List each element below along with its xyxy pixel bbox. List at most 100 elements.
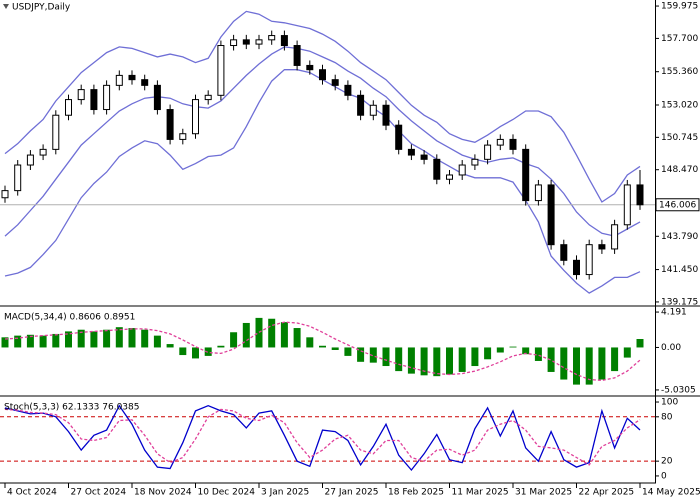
x-tick-label: 3 Jan 2025	[261, 488, 309, 498]
x-tick-label: 18 Feb 2025	[388, 488, 444, 498]
macd-bar	[433, 347, 441, 377]
macd-bar	[26, 334, 34, 348]
candle-body	[153, 84, 161, 111]
macd-bar	[446, 347, 453, 375]
macd-bar	[217, 345, 225, 348]
candle-body	[268, 35, 276, 41]
y-tick-label: 20	[661, 457, 673, 467]
macd-bar	[471, 347, 479, 367]
macd-bar	[230, 332, 238, 348]
candle-body	[319, 69, 326, 81]
macd-bar	[319, 345, 326, 348]
last-price-label: 146.006	[659, 200, 696, 210]
macd-bar	[534, 347, 542, 361]
candle-body	[255, 39, 263, 45]
macd-bar	[357, 347, 365, 362]
macd-bar	[192, 347, 199, 359]
y-tick-label: 157.700	[661, 34, 698, 44]
candle-body	[306, 64, 314, 71]
candle-body	[39, 148, 47, 156]
stoch-signal	[4, 408, 641, 466]
candle-body	[230, 39, 238, 47]
macd-bar	[458, 347, 466, 372]
candle-body	[293, 45, 301, 66]
macd-bar	[103, 329, 111, 348]
macd-bar	[369, 347, 377, 363]
y-tick-label: 141.450	[661, 265, 698, 275]
macd-bar	[585, 347, 593, 385]
macd-bar	[166, 344, 174, 348]
stoch-main	[4, 404, 641, 472]
macd-bar	[382, 347, 390, 367]
y-tick-label: 143.790	[661, 232, 698, 242]
candle-body	[141, 79, 149, 86]
macd-bar	[242, 322, 250, 348]
candle-body	[103, 84, 111, 111]
macd-bar	[77, 329, 85, 348]
candle-body	[65, 99, 72, 116]
macd-bar	[560, 347, 568, 380]
candle-body	[14, 164, 22, 192]
candle-body	[484, 144, 492, 160]
candle-body	[636, 184, 644, 206]
y-tick-label: 153.020	[661, 100, 698, 110]
y-tick-label: 139.175	[661, 297, 698, 307]
candle-body	[433, 158, 441, 180]
candle-body	[509, 138, 517, 150]
y-tick-label: -5.0305	[661, 385, 696, 395]
candle-body	[471, 158, 479, 166]
candle-body	[547, 184, 555, 246]
macd-bar	[65, 331, 72, 348]
symbol-icon	[3, 4, 9, 9]
candle-body	[623, 184, 631, 226]
candle-body	[331, 79, 339, 86]
candle-body	[458, 164, 466, 176]
candle-body	[344, 84, 352, 96]
candle-body	[242, 39, 250, 45]
macd-bar	[522, 347, 530, 355]
macd-bar	[611, 347, 619, 372]
candle-body	[585, 244, 593, 276]
y-tick-label: 150.745	[661, 133, 698, 143]
x-tick-label: 14 May 2025	[642, 488, 700, 498]
x-tick-label: 4 Oct 2024	[7, 488, 57, 498]
candle-body	[573, 259, 580, 276]
panel-title: Stoch(5,3,3) 62.1333 76.0385	[4, 403, 139, 413]
candle-body	[382, 104, 390, 126]
x-tick-label: 11 Mar 2025	[452, 488, 509, 498]
macd-bar	[268, 318, 276, 348]
macd-bar	[407, 347, 415, 374]
macd-bar	[306, 337, 314, 348]
y-tick-label: 148.470	[661, 165, 698, 175]
candle-body	[128, 74, 136, 81]
x-tick-label: 10 Dec 2024	[198, 488, 256, 498]
x-tick-label: 27 Oct 2024	[71, 488, 127, 498]
macd-bar	[496, 347, 504, 353]
y-tick-label: 100	[661, 398, 678, 408]
macd-bar	[204, 347, 212, 356]
candle-body	[420, 154, 428, 160]
candle-body	[522, 148, 530, 202]
candle-body	[611, 224, 619, 250]
candle-body	[1, 190, 9, 199]
macd-bar	[128, 328, 136, 348]
macd-bar	[39, 335, 47, 348]
candle-body	[280, 35, 288, 47]
y-tick-label: 0.00	[661, 343, 681, 353]
candle-body	[446, 174, 453, 180]
macd-bar	[331, 347, 339, 350]
macd-bar	[179, 347, 187, 356]
y-tick-label: 80	[661, 412, 673, 422]
macd-bar	[623, 347, 631, 358]
macd-bar	[141, 329, 149, 348]
candle-body	[407, 148, 415, 156]
panel-title: USDJPY,Daily	[12, 3, 71, 13]
band-middle	[4, 46, 641, 237]
y-tick-label: 159.975	[661, 2, 698, 12]
candle-body	[90, 89, 98, 111]
candle-body	[496, 138, 504, 146]
candle-body	[204, 94, 212, 101]
candle-body	[395, 124, 403, 150]
